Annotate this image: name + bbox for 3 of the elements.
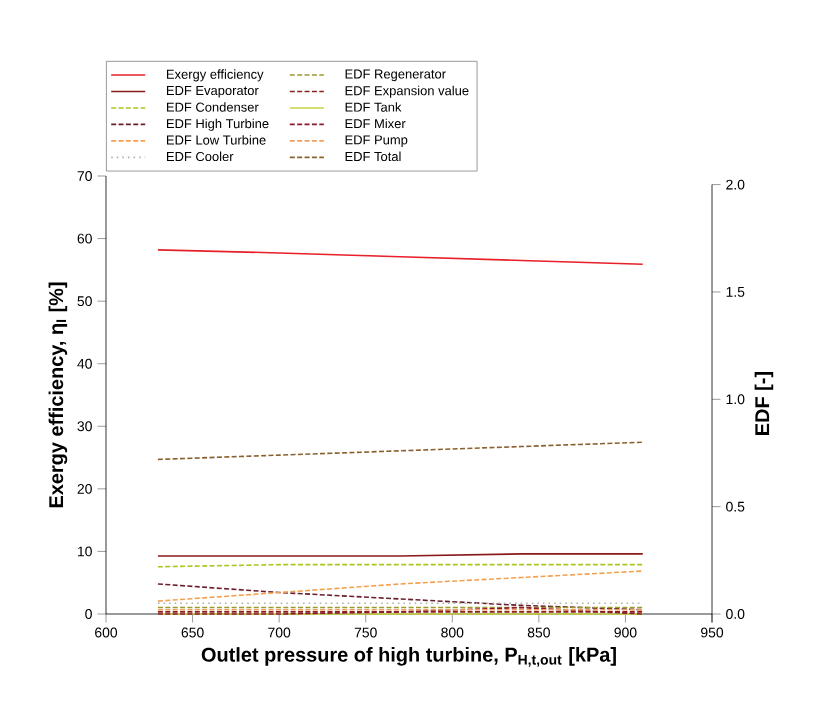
y-axis-title: Exergy efficiency, η$_{I}$ [%] bbox=[48, 282, 68, 508]
x-axis-title: Outlet pressure of high turbine, P$_{H,t,out}$ [kPa] bbox=[201, 647, 616, 667]
y2-axis-title: EDF [-] bbox=[754, 372, 774, 435]
